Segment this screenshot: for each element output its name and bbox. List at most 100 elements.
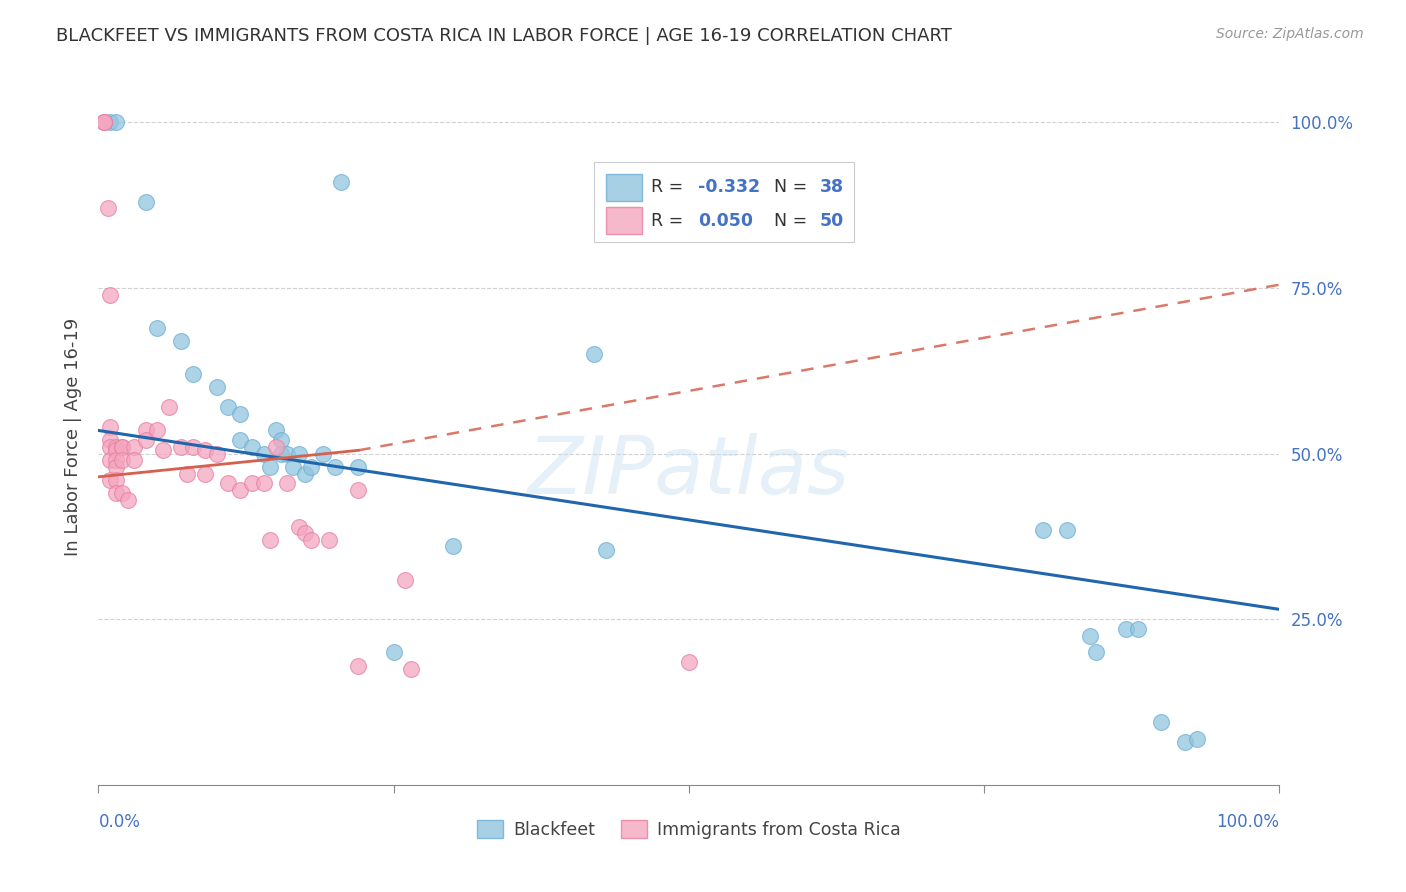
Point bbox=[146, 320, 169, 334]
Point bbox=[382, 645, 405, 659]
Point bbox=[98, 420, 121, 434]
Text: 0.050: 0.050 bbox=[699, 211, 754, 230]
Text: N =: N = bbox=[773, 178, 813, 196]
Point bbox=[105, 443, 128, 458]
Point bbox=[678, 656, 700, 670]
Point bbox=[394, 573, 416, 587]
Point bbox=[347, 459, 370, 474]
Point bbox=[135, 424, 157, 438]
FancyBboxPatch shape bbox=[606, 208, 641, 234]
Text: 50: 50 bbox=[820, 211, 844, 230]
Point bbox=[135, 194, 157, 209]
Point bbox=[194, 443, 217, 458]
Point bbox=[283, 459, 305, 474]
Point bbox=[329, 175, 352, 189]
Point bbox=[105, 486, 128, 500]
Point bbox=[299, 533, 322, 547]
Point bbox=[93, 115, 115, 129]
Text: N =: N = bbox=[773, 211, 813, 230]
Point bbox=[1115, 622, 1137, 636]
FancyBboxPatch shape bbox=[595, 162, 855, 243]
Point bbox=[111, 440, 134, 454]
Point bbox=[93, 115, 115, 129]
Point bbox=[240, 476, 263, 491]
Point bbox=[259, 459, 281, 474]
Point bbox=[312, 447, 335, 461]
Point bbox=[276, 476, 298, 491]
Point bbox=[111, 440, 134, 454]
Point bbox=[288, 447, 311, 461]
Point bbox=[98, 453, 121, 467]
Point bbox=[135, 434, 157, 448]
Point bbox=[122, 440, 145, 454]
Point bbox=[288, 519, 311, 533]
Text: 0.0%: 0.0% bbox=[98, 813, 141, 830]
Point bbox=[217, 401, 239, 415]
Point bbox=[111, 453, 134, 467]
Point bbox=[1126, 622, 1149, 636]
Point bbox=[205, 380, 228, 394]
Point bbox=[276, 447, 298, 461]
Point bbox=[229, 434, 252, 448]
Point bbox=[152, 443, 174, 458]
Point bbox=[98, 287, 121, 301]
Point bbox=[194, 467, 217, 481]
Point bbox=[105, 453, 128, 467]
Point bbox=[111, 486, 134, 500]
Point bbox=[105, 115, 128, 129]
Point bbox=[299, 459, 322, 474]
Point bbox=[97, 202, 120, 216]
Y-axis label: In Labor Force | Age 16-19: In Labor Force | Age 16-19 bbox=[63, 318, 82, 557]
Point bbox=[253, 476, 276, 491]
Point bbox=[264, 440, 287, 454]
Point bbox=[595, 542, 617, 557]
Point bbox=[1174, 735, 1197, 749]
Text: 100.0%: 100.0% bbox=[1216, 813, 1279, 830]
Text: R =: R = bbox=[651, 211, 689, 230]
Text: -0.332: -0.332 bbox=[699, 178, 761, 196]
Point bbox=[98, 115, 121, 129]
Point bbox=[1080, 629, 1102, 643]
Point bbox=[170, 440, 193, 454]
Point bbox=[1056, 523, 1078, 537]
Point bbox=[323, 459, 346, 474]
Point bbox=[176, 467, 198, 481]
Point bbox=[181, 440, 204, 454]
Text: 38: 38 bbox=[820, 178, 844, 196]
Point bbox=[401, 662, 423, 676]
Point bbox=[170, 334, 193, 348]
Point bbox=[105, 459, 128, 474]
Point bbox=[98, 434, 121, 448]
Point bbox=[270, 447, 292, 461]
Point bbox=[1150, 714, 1173, 729]
Point bbox=[98, 440, 121, 454]
Point bbox=[181, 367, 204, 381]
Point bbox=[294, 526, 316, 541]
Point bbox=[441, 540, 464, 554]
Point bbox=[1185, 731, 1208, 746]
Point bbox=[347, 483, 370, 497]
FancyBboxPatch shape bbox=[606, 174, 641, 201]
Point bbox=[583, 347, 606, 361]
Point bbox=[253, 447, 276, 461]
Text: ZIPatlas: ZIPatlas bbox=[527, 433, 851, 511]
Point bbox=[93, 115, 115, 129]
Text: R =: R = bbox=[651, 178, 689, 196]
Point bbox=[105, 473, 128, 487]
Legend: Blackfeet, Immigrants from Costa Rica: Blackfeet, Immigrants from Costa Rica bbox=[470, 814, 908, 846]
Point bbox=[98, 473, 121, 487]
Point bbox=[229, 407, 252, 421]
Point bbox=[205, 447, 228, 461]
Point bbox=[1032, 523, 1054, 537]
Point bbox=[146, 424, 169, 438]
Point bbox=[157, 401, 180, 415]
Point bbox=[117, 493, 139, 508]
Point bbox=[318, 533, 340, 547]
Point bbox=[264, 424, 287, 438]
Point bbox=[347, 658, 370, 673]
Point bbox=[259, 533, 281, 547]
Point bbox=[240, 440, 263, 454]
Point bbox=[294, 467, 316, 481]
Point bbox=[270, 434, 292, 448]
Point bbox=[105, 440, 128, 454]
